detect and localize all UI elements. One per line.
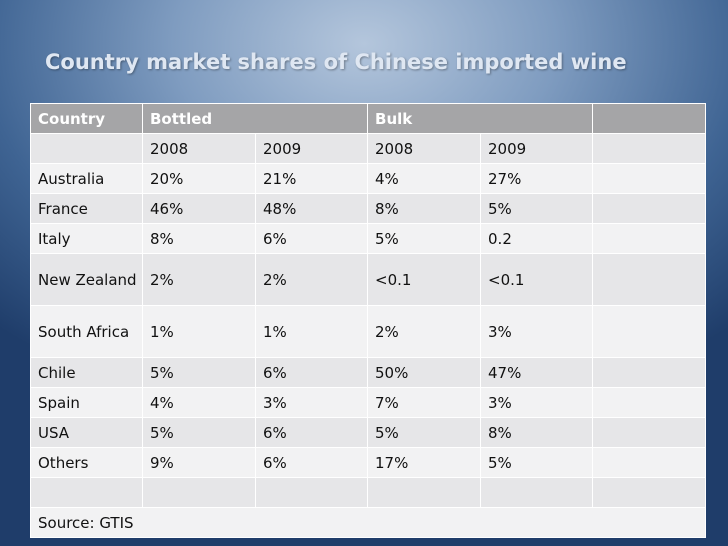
table-cell: 2% <box>367 305 482 358</box>
country-row: Others 9% 6% 17% 5% <box>30 447 707 478</box>
table-cell <box>30 477 143 508</box>
header-row: Country Bottled Bulk <box>30 103 707 134</box>
table-cell: 8% <box>367 193 482 224</box>
table-cell: 3% <box>480 305 594 358</box>
table-cell: 9% <box>142 447 256 478</box>
table-cell <box>592 163 707 194</box>
table-cell: Australia <box>30 163 143 194</box>
header-cell: Country <box>30 103 143 134</box>
table-cell: 5% <box>367 223 482 254</box>
table-cell: 0.2 <box>480 223 594 254</box>
table-cell <box>592 387 707 418</box>
table-cell <box>592 193 707 224</box>
source-row: Source: GTIS <box>29 507 707 538</box>
table-cell <box>592 477 707 508</box>
table-cell: 20% <box>142 163 256 194</box>
table-cell: 17% <box>367 447 482 478</box>
table-cell: 5% <box>480 447 594 478</box>
table-body: Country Bottled Bulk 2008 2009 2008 2009 Aus… <box>29 103 707 538</box>
table-cell: 4% <box>367 163 482 194</box>
table-cell <box>592 417 707 448</box>
table-cell: 1% <box>142 305 256 358</box>
empty-row <box>30 477 707 508</box>
country-row: France 46% 48% 8% 5% <box>30 193 707 224</box>
table-cell: 6% <box>254 447 369 478</box>
table-cell: 8% <box>480 417 594 448</box>
country-row: Australia 20% 21% 4% 27% <box>30 163 707 194</box>
table-cell: 2% <box>254 253 369 306</box>
table-cell: 5% <box>142 417 256 448</box>
table-cell: Spain <box>30 387 143 418</box>
table-cell <box>592 357 707 388</box>
year-row: 2008 2009 2008 2009 <box>30 133 707 164</box>
table-cell: 2008 <box>367 133 482 164</box>
table-cell: 3% <box>480 387 594 418</box>
table-cell <box>480 477 594 508</box>
table-cell <box>142 477 256 508</box>
table-cell: 1% <box>254 305 369 358</box>
header-cell: Bulk <box>367 103 594 134</box>
table-cell: Italy <box>30 223 143 254</box>
table-cell: New Zealand <box>30 253 143 306</box>
table-cell: 2009 <box>254 133 369 164</box>
table-cell: 7% <box>367 387 482 418</box>
table-cell: 3% <box>254 387 369 418</box>
table-cell <box>592 447 707 478</box>
table-cell: 46% <box>142 193 256 224</box>
slide-title: Country market shares of Chinese importe… <box>45 50 627 74</box>
table-cell: 5% <box>142 357 256 388</box>
table-cell <box>30 133 143 164</box>
country-row: Italy 8% 6% 5% 0.2 <box>30 223 707 254</box>
table-cell: 6% <box>254 357 369 388</box>
header-cell <box>592 103 707 134</box>
table-cell: 47% <box>480 357 594 388</box>
table-cell: 8% <box>142 223 256 254</box>
table-cell: USA <box>30 417 143 448</box>
country-row: Spain 4% 3% 7% 3% <box>30 387 707 418</box>
table-cell: <0.1 <box>367 253 482 306</box>
table-cell: 2% <box>142 253 256 306</box>
table-cell: 2008 <box>142 133 256 164</box>
country-row: Chile 5% 6% 50% 47% <box>30 357 707 388</box>
table-cell: Source: GTIS <box>29 507 707 538</box>
table-cell: 50% <box>367 357 482 388</box>
table-cell: 5% <box>367 417 482 448</box>
header-cell: Bottled <box>141 103 369 134</box>
table-cell <box>592 133 707 164</box>
table-cell <box>254 477 369 508</box>
table-cell: 21% <box>254 163 369 194</box>
table-cell <box>592 223 707 254</box>
table-cell: 48% <box>254 193 369 224</box>
country-row: South Africa 1% 1% 2% 3% <box>30 305 707 358</box>
table-cell: <0.1 <box>480 253 594 306</box>
table-cell: Others <box>30 447 143 478</box>
table-cell <box>592 253 707 306</box>
table-cell: 2009 <box>480 133 594 164</box>
country-row: New Zealand 2% 2% <0.1 <0.1 <box>30 253 707 306</box>
table-cell: 6% <box>254 417 369 448</box>
table-cell: France <box>30 193 143 224</box>
table-cell: 6% <box>254 223 369 254</box>
table-cell: 4% <box>142 387 256 418</box>
market-share-table: Country Bottled Bulk 2008 2009 2008 2009 Aus… <box>29 103 707 538</box>
table-cell: South Africa <box>30 305 143 358</box>
table-cell: 5% <box>480 193 594 224</box>
table-cell <box>367 477 482 508</box>
table-cell: 27% <box>480 163 594 194</box>
country-row: USA 5% 6% 5% 8% <box>30 417 707 448</box>
table-cell <box>592 305 707 358</box>
table-cell: Chile <box>30 357 143 388</box>
